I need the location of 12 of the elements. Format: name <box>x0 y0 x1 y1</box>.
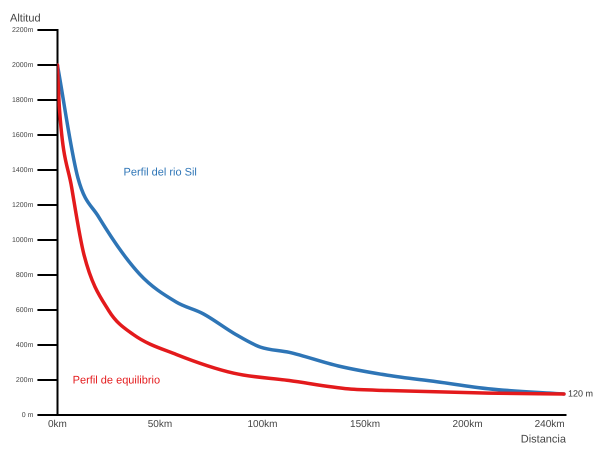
x-tick-label: 240km <box>534 418 565 430</box>
text: Perfil del rio Sil <box>124 166 197 178</box>
x-tick-label: 50km <box>148 418 172 430</box>
x-tick-label: 150km <box>350 418 380 430</box>
line-series <box>57 63 566 396</box>
annotation: 120 m <box>568 388 593 398</box>
x-tick-label: 100km <box>247 418 278 430</box>
x-tick-label: 0km <box>48 418 67 430</box>
x-axis-title: Distancia <box>520 434 567 446</box>
y-axis-title: Altitud <box>10 12 41 25</box>
text: Perfil de equilibrio <box>72 374 160 386</box>
x-tick-label: 200km <box>452 418 483 430</box>
